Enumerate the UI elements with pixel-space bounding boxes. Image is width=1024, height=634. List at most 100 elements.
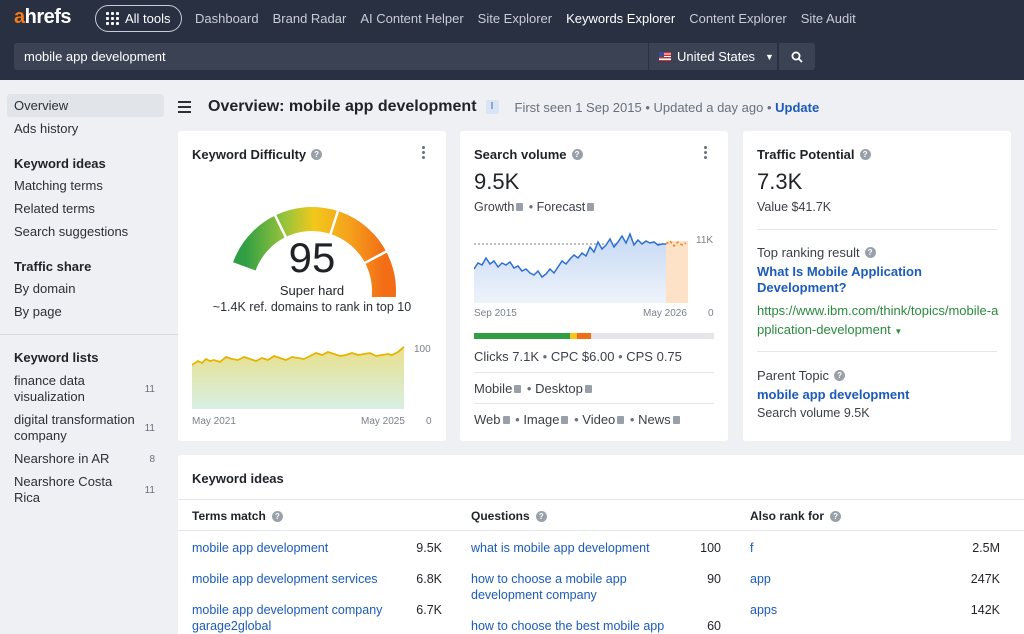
sv-click-bar bbox=[474, 333, 714, 339]
keyword-link[interactable]: mobile app development services bbox=[192, 572, 378, 586]
also-rank-for-heading[interactable]: Also rank for? bbox=[750, 509, 842, 523]
terms-match-heading[interactable]: Terms match? bbox=[192, 509, 283, 523]
top-result-title-link[interactable]: What Is Mobile Application Development? bbox=[757, 264, 922, 295]
keyword-idea-row[interactable]: mobile app development services 6.8K bbox=[192, 571, 442, 589]
nav-ai-content-helper[interactable]: AI Content Helper bbox=[360, 11, 464, 26]
kd-subtext: ~1.4K ref. domains to rank in top 10 bbox=[212, 300, 412, 314]
keyword-list-item[interactable]: Nearshore Costa Rica 11 bbox=[14, 474, 162, 508]
sv-history-chart bbox=[474, 231, 690, 303]
keyword-list-count: 8 bbox=[149, 454, 155, 465]
keyword-link[interactable]: apps bbox=[750, 603, 778, 617]
keyword-list-item[interactable]: finance data visualization 11 bbox=[14, 373, 162, 407]
intent-badge[interactable]: I bbox=[485, 100, 499, 114]
help-icon[interactable]: ? bbox=[311, 149, 323, 160]
menu-icon[interactable] bbox=[178, 101, 191, 113]
keyword-link[interactable]: app bbox=[750, 572, 771, 586]
sidebar-heading-keyword-ideas: Keyword ideas bbox=[14, 156, 106, 171]
ads-segment bbox=[577, 333, 591, 339]
help-icon[interactable]: ? bbox=[271, 510, 283, 522]
sidebar-heading-traffic-share: Traffic share bbox=[14, 259, 92, 274]
keyword-link[interactable]: mobile app development bbox=[192, 541, 329, 555]
top-result-url[interactable]: https://www.ibm.com/think/topics/mobile-… bbox=[757, 301, 1002, 341]
sv-value: 9.5K bbox=[474, 169, 520, 194]
forecast-region bbox=[666, 241, 688, 303]
keyword-list-name: finance data visualization bbox=[14, 373, 85, 404]
nav-site-audit[interactable]: Site Audit bbox=[800, 11, 856, 26]
help-icon[interactable]: ? bbox=[535, 510, 547, 522]
nav-keywords-explorer[interactable]: Keywords Explorer bbox=[566, 11, 676, 26]
search-button[interactable] bbox=[779, 43, 815, 70]
page-title: Overview: mobile app development bbox=[208, 98, 477, 115]
lock-icon bbox=[502, 416, 510, 424]
keyword-search-input[interactable]: mobile app development bbox=[14, 43, 648, 70]
kd-history-line bbox=[192, 346, 405, 366]
terms-match-heading-text: Terms match bbox=[192, 509, 266, 523]
keyword-list-item[interactable]: digital transformation company 11 bbox=[14, 412, 162, 446]
keyword-idea-row[interactable]: mobile app development company garage2gl… bbox=[192, 602, 442, 634]
keyword-list-item[interactable]: Nearshore in AR 8 bbox=[14, 451, 162, 469]
keyword-link[interactable]: f bbox=[750, 541, 754, 555]
keyword-difficulty-card: Keyword Difficulty? 95 Super hard ~1.4K … bbox=[178, 131, 446, 441]
divider bbox=[178, 499, 1024, 500]
nav-dashboard[interactable]: Dashboard bbox=[195, 11, 259, 26]
keyword-idea-row[interactable]: mobile app development 9.5K bbox=[192, 540, 442, 558]
divider bbox=[474, 403, 714, 404]
lock-icon bbox=[561, 416, 569, 424]
nav-site-explorer[interactable]: Site Explorer bbox=[477, 11, 553, 26]
keyword-link[interactable]: what is mobile app development bbox=[471, 541, 650, 555]
parent-topic-link[interactable]: mobile app development bbox=[757, 387, 910, 402]
keyword-volume: 142K bbox=[970, 603, 1000, 617]
keyword-list-name: Nearshore Costa Rica bbox=[14, 474, 113, 505]
parent-topic-label: Parent Topic? bbox=[757, 368, 846, 383]
keyword-volume: 100 bbox=[700, 541, 721, 555]
help-icon[interactable]: ? bbox=[571, 149, 583, 160]
also-rank-row[interactable]: app 247K bbox=[750, 571, 1000, 589]
sidebar-item-by-domain[interactable]: By domain bbox=[14, 281, 76, 296]
kd-x-end: May 2025 bbox=[361, 416, 405, 427]
help-icon[interactable]: ? bbox=[859, 149, 871, 160]
question-row[interactable]: how to choose the best mobile app 60 bbox=[471, 618, 721, 634]
help-icon[interactable]: ? bbox=[830, 510, 842, 522]
keyword-list-name: Nearshore in AR bbox=[14, 451, 110, 466]
more-options-icon[interactable] bbox=[422, 146, 426, 159]
ahrefs-logo[interactable]: ahrefs bbox=[14, 6, 72, 28]
all-tools-button[interactable]: All tools bbox=[95, 5, 182, 32]
help-icon[interactable]: ? bbox=[864, 247, 876, 258]
keyword-link[interactable]: how to choose the best mobile app bbox=[471, 619, 665, 633]
sidebar-item-overview[interactable]: Overview bbox=[7, 94, 164, 117]
also-rank-row[interactable]: f 2.5M bbox=[750, 540, 1000, 558]
also-rank-row[interactable]: apps 142K bbox=[750, 602, 1000, 620]
update-link[interactable]: Update bbox=[775, 99, 820, 115]
growth-label: Growth bbox=[474, 200, 515, 214]
keyword-link[interactable]: how to choose a mobile app development c… bbox=[471, 572, 627, 602]
sidebar-item-ads-history[interactable]: Ads history bbox=[14, 121, 79, 136]
sidebar-item-matching-terms[interactable]: Matching terms bbox=[14, 178, 103, 193]
lock-icon bbox=[514, 385, 522, 393]
divider bbox=[757, 351, 997, 352]
help-icon[interactable]: ? bbox=[834, 370, 846, 381]
sidebar-item-by-page[interactable]: By page bbox=[14, 304, 62, 319]
page-header: Overview: mobile app development I First… bbox=[178, 95, 819, 119]
question-row[interactable]: how to choose a mobile app development c… bbox=[471, 571, 721, 603]
kd-x-start: May 2021 bbox=[192, 416, 236, 427]
question-row[interactable]: what is mobile app development 100 bbox=[471, 540, 721, 558]
country-select[interactable]: United States ▼ bbox=[649, 43, 777, 70]
keyword-ideas-card: Keyword ideas bbox=[178, 455, 1024, 634]
sidebar-item-search-suggestions[interactable]: Search suggestions bbox=[14, 224, 129, 239]
keyword-volume: 6.8K bbox=[416, 572, 442, 586]
keyword-ideas-title: Keyword ideas bbox=[192, 471, 284, 486]
sidebar-item-related-terms[interactable]: Related terms bbox=[14, 201, 95, 216]
tp-title: Traffic Potential? bbox=[757, 147, 871, 162]
top-bar: ahrefs All tools Dashboard Brand Radar A… bbox=[0, 0, 1024, 80]
sv-history-area bbox=[474, 234, 666, 303]
keyword-link[interactable]: mobile app development company garage2gl… bbox=[192, 603, 383, 633]
all-tools-label: All tools bbox=[125, 11, 171, 26]
keyword-volume: 90 bbox=[707, 572, 721, 586]
gauge-segment-gap bbox=[363, 249, 388, 265]
nav-brand-radar[interactable]: Brand Radar bbox=[272, 11, 347, 26]
more-options-icon[interactable] bbox=[704, 146, 708, 159]
gauge-segment-gap bbox=[273, 214, 288, 239]
nav-content-explorer[interactable]: Content Explorer bbox=[689, 11, 787, 26]
chevron-down-icon[interactable]: ▼ bbox=[894, 327, 903, 336]
questions-heading[interactable]: Questions? bbox=[471, 509, 547, 523]
